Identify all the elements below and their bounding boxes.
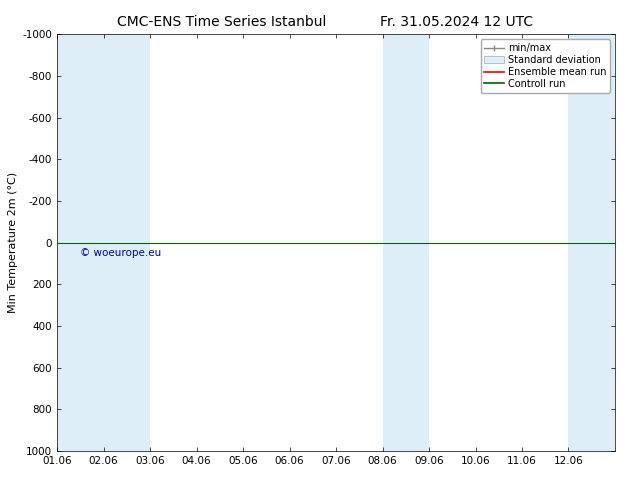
Bar xyxy=(103,34,150,451)
Y-axis label: Min Temperature 2m (°C): Min Temperature 2m (°C) xyxy=(8,172,18,313)
Text: CMC-ENS Time Series Istanbul: CMC-ENS Time Series Istanbul xyxy=(117,15,327,29)
Legend: min/max, Standard deviation, Ensemble mean run, Controll run: min/max, Standard deviation, Ensemble me… xyxy=(481,39,610,93)
Bar xyxy=(57,34,103,451)
Bar xyxy=(569,34,615,451)
Text: Fr. 31.05.2024 12 UTC: Fr. 31.05.2024 12 UTC xyxy=(380,15,533,29)
Bar xyxy=(382,34,429,451)
Text: © woeurope.eu: © woeurope.eu xyxy=(81,248,162,258)
